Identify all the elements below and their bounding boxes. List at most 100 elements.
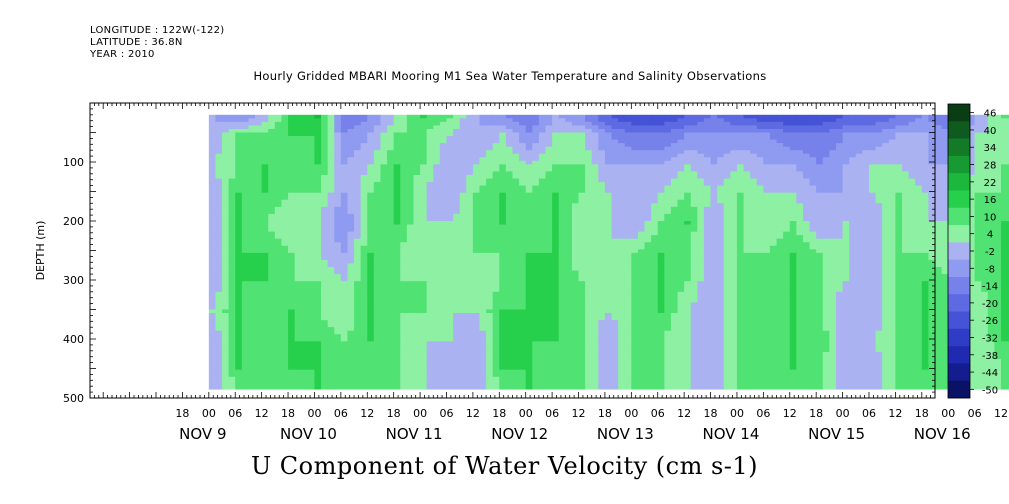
heatmap-cell — [466, 217, 474, 222]
heatmap-cell — [281, 167, 289, 172]
heatmap-cell — [367, 167, 375, 172]
heatmap-cell — [499, 274, 507, 279]
heatmap-cell — [367, 245, 375, 250]
heatmap-cell — [307, 387, 315, 390]
heatmap-cell — [314, 320, 322, 325]
heatmap-cell — [288, 277, 296, 282]
heatmap-cell — [321, 249, 329, 254]
heatmap-cell — [301, 341, 309, 346]
heatmap-cell — [235, 199, 243, 204]
heatmap-cell — [578, 295, 586, 300]
heatmap-cell — [519, 174, 527, 179]
heatmap-cell — [248, 376, 256, 381]
heatmap-cell — [387, 210, 395, 215]
heatmap-cell — [585, 213, 593, 218]
heatmap-cell — [479, 284, 487, 289]
heatmap-cell — [281, 376, 289, 381]
heatmap-cell — [367, 263, 375, 268]
heatmap-cell — [360, 228, 368, 233]
heatmap-cell — [565, 167, 573, 172]
heatmap-cell — [340, 295, 348, 300]
heatmap-cell — [499, 305, 507, 310]
heatmap-cell — [433, 125, 441, 130]
heatmap-cell — [571, 274, 579, 279]
heatmap-cell — [591, 242, 599, 247]
heatmap-cell — [453, 295, 461, 300]
heatmap-cell — [459, 228, 467, 233]
heatmap-cell — [406, 189, 414, 194]
heatmap-cell — [624, 118, 632, 123]
heatmap-cell — [228, 203, 236, 208]
heatmap-cell — [288, 210, 296, 215]
heatmap-cell — [354, 164, 362, 169]
heatmap-cell — [439, 277, 447, 282]
heatmap-cell — [321, 192, 329, 197]
heatmap-cell — [400, 118, 408, 123]
heatmap-cell — [235, 238, 243, 243]
heatmap-cell — [591, 274, 599, 279]
heatmap-cell — [314, 252, 322, 257]
heatmap-cell — [499, 228, 507, 233]
heatmap-cell — [538, 298, 546, 303]
heatmap-cell — [459, 199, 467, 204]
heatmap-cell — [215, 189, 223, 194]
heatmap-cell — [459, 330, 467, 335]
heatmap-cell — [347, 327, 355, 332]
heatmap-cell — [618, 376, 626, 381]
heatmap-cell — [215, 160, 223, 165]
heatmap-cell — [532, 171, 540, 176]
heatmap-cell — [400, 231, 408, 236]
heatmap-cell — [288, 369, 296, 374]
heatmap-cell — [624, 320, 632, 325]
heatmap-cell — [552, 376, 560, 381]
heatmap-cell — [301, 351, 309, 356]
heatmap-cell — [380, 323, 388, 328]
heatmap-cell — [268, 327, 276, 332]
heatmap-cell — [321, 348, 329, 353]
heatmap-cell — [413, 309, 421, 314]
heatmap-cell — [255, 171, 263, 176]
heatmap-cell — [552, 121, 560, 126]
heatmap-cell — [228, 270, 236, 275]
heatmap-cell — [334, 128, 342, 133]
heatmap-cell — [472, 327, 480, 332]
heatmap-cell — [505, 327, 513, 332]
heatmap-cell — [367, 270, 375, 275]
heatmap-cell — [565, 270, 573, 275]
heatmap-cell — [525, 274, 533, 279]
heatmap-cell — [552, 313, 560, 317]
heatmap-cell — [565, 196, 573, 201]
heatmap-cell — [222, 224, 230, 229]
heatmap-cell — [466, 185, 474, 190]
heatmap-cell — [222, 337, 230, 342]
heatmap-cell — [307, 210, 315, 215]
heatmap-cell — [505, 132, 513, 137]
heatmap-cell — [591, 284, 599, 289]
heatmap-cell — [268, 380, 276, 385]
heatmap-cell — [618, 330, 626, 335]
heatmap-cell — [301, 231, 309, 236]
heatmap-cell — [222, 270, 230, 275]
heatmap-cell — [400, 281, 408, 286]
heatmap-cell — [426, 263, 434, 268]
heatmap-cell — [585, 167, 593, 172]
heatmap-cell — [545, 359, 553, 363]
heatmap-cell — [222, 199, 230, 204]
heatmap-cell — [354, 316, 362, 321]
heatmap-cell — [255, 263, 263, 268]
heatmap-cell — [367, 164, 375, 169]
heatmap-cell — [294, 355, 302, 360]
heatmap-cell — [585, 327, 593, 332]
heatmap-cell — [274, 235, 282, 240]
heatmap-cell — [413, 291, 421, 296]
heatmap-cell — [591, 143, 599, 148]
heatmap-cell — [439, 295, 447, 300]
heatmap-cell — [334, 320, 342, 325]
heatmap-cell — [215, 224, 223, 229]
heatmap-cell — [268, 359, 276, 363]
heatmap-cell — [624, 221, 632, 225]
heatmap-cell — [387, 171, 395, 176]
heatmap-cell — [294, 160, 302, 165]
heatmap-cell — [281, 125, 289, 130]
heatmap-cell — [426, 337, 434, 342]
